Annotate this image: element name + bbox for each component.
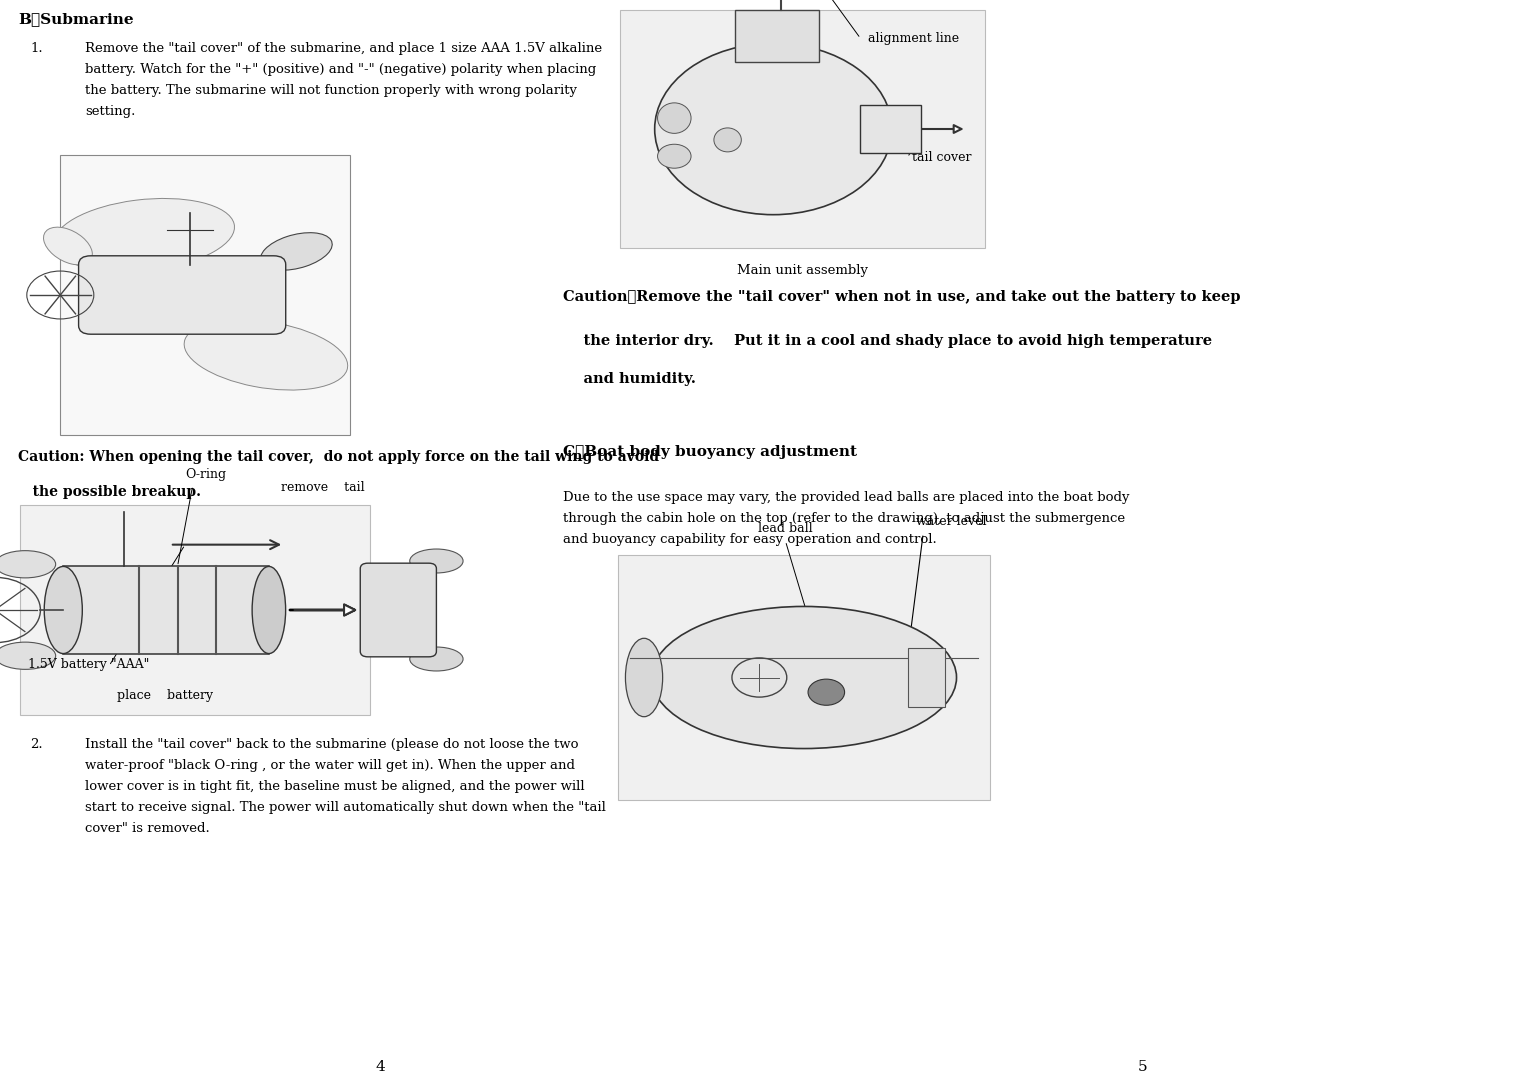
FancyBboxPatch shape bbox=[361, 563, 437, 657]
Ellipse shape bbox=[260, 233, 332, 270]
Text: 1.: 1. bbox=[30, 42, 43, 56]
Text: 1.5V battery "AAA": 1.5V battery "AAA" bbox=[27, 659, 149, 672]
Ellipse shape bbox=[410, 549, 463, 573]
Ellipse shape bbox=[714, 127, 742, 151]
Text: the interior dry.    Put it in a cool and shady place to avoid high temperature: the interior dry. Put it in a cool and s… bbox=[564, 333, 1212, 347]
Ellipse shape bbox=[0, 551, 56, 578]
FancyBboxPatch shape bbox=[64, 566, 270, 653]
FancyBboxPatch shape bbox=[908, 648, 946, 707]
Ellipse shape bbox=[655, 44, 892, 215]
Bar bbox=[620, 10, 985, 248]
Ellipse shape bbox=[184, 320, 347, 390]
Ellipse shape bbox=[626, 638, 663, 717]
Text: cabin hole: cabin hole bbox=[637, 659, 702, 672]
Circle shape bbox=[809, 680, 845, 706]
Text: and humidity.: and humidity. bbox=[564, 371, 696, 386]
Text: Caution：Remove the "tail cover" when not in use, and take out the battery to kee: Caution：Remove the "tail cover" when not… bbox=[564, 290, 1241, 304]
Text: the possible breakup.: the possible breakup. bbox=[18, 485, 201, 499]
Text: O-ring: O-ring bbox=[186, 468, 227, 481]
FancyBboxPatch shape bbox=[736, 10, 819, 62]
FancyBboxPatch shape bbox=[79, 256, 286, 334]
Text: Remove the "tail cover" of the submarine, and place 1 size AAA 1.5V alkaline
bat: Remove the "tail cover" of the submarine… bbox=[85, 42, 602, 118]
Text: place    battery: place battery bbox=[117, 689, 213, 702]
Text: 2.: 2. bbox=[30, 738, 43, 751]
Ellipse shape bbox=[53, 198, 235, 272]
Bar bbox=[618, 555, 990, 800]
Ellipse shape bbox=[658, 102, 691, 133]
Ellipse shape bbox=[658, 144, 691, 168]
Ellipse shape bbox=[410, 647, 463, 671]
Text: remove    tail: remove tail bbox=[282, 481, 364, 494]
Bar bbox=[20, 505, 370, 715]
Ellipse shape bbox=[235, 320, 312, 367]
Ellipse shape bbox=[44, 566, 82, 653]
Bar bbox=[59, 155, 350, 435]
Text: water level: water level bbox=[915, 515, 985, 528]
Text: B、Submarine: B、Submarine bbox=[18, 12, 134, 26]
Ellipse shape bbox=[652, 607, 956, 748]
Text: 4: 4 bbox=[376, 1060, 385, 1074]
Text: tail cover: tail cover bbox=[912, 151, 972, 164]
Text: lead ball: lead ball bbox=[758, 523, 813, 536]
Text: +: + bbox=[227, 601, 235, 611]
Ellipse shape bbox=[44, 228, 93, 265]
FancyBboxPatch shape bbox=[860, 105, 921, 152]
Text: Main unit assembly: Main unit assembly bbox=[737, 265, 868, 278]
Text: Caution: When opening the tail cover,  do not apply force on the tail wing to av: Caution: When opening the tail cover, do… bbox=[18, 450, 659, 464]
Ellipse shape bbox=[0, 643, 56, 670]
Text: alignment line: alignment line bbox=[868, 32, 959, 45]
Text: 5: 5 bbox=[1138, 1060, 1147, 1074]
Text: Due to the use space may vary, the provided lead balls are placed into the boat : Due to the use space may vary, the provi… bbox=[564, 491, 1130, 546]
Text: Install the "tail cover" back to the submarine (please do not loose the two
wate: Install the "tail cover" back to the sub… bbox=[85, 738, 606, 835]
Text: C、Boat body buoyancy adjustment: C、Boat body buoyancy adjustment bbox=[564, 445, 857, 458]
Ellipse shape bbox=[253, 566, 286, 653]
